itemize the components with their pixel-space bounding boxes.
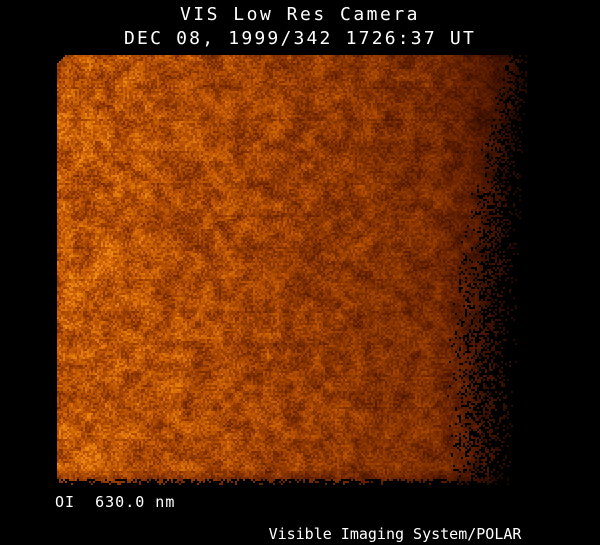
- camera-image: [57, 55, 535, 485]
- frame-timestamp: DEC 08, 1999/342 1726:37 UT: [124, 28, 476, 49]
- wavelength-label: OI 630.0 nm: [55, 493, 176, 511]
- page-title: VIS Low Res Camera: [179, 4, 421, 25]
- credits-block: Visible Imaging System/POLAR The Univers…: [240, 492, 550, 545]
- credit-line-1: Visible Imaging System/POLAR: [268, 525, 522, 543]
